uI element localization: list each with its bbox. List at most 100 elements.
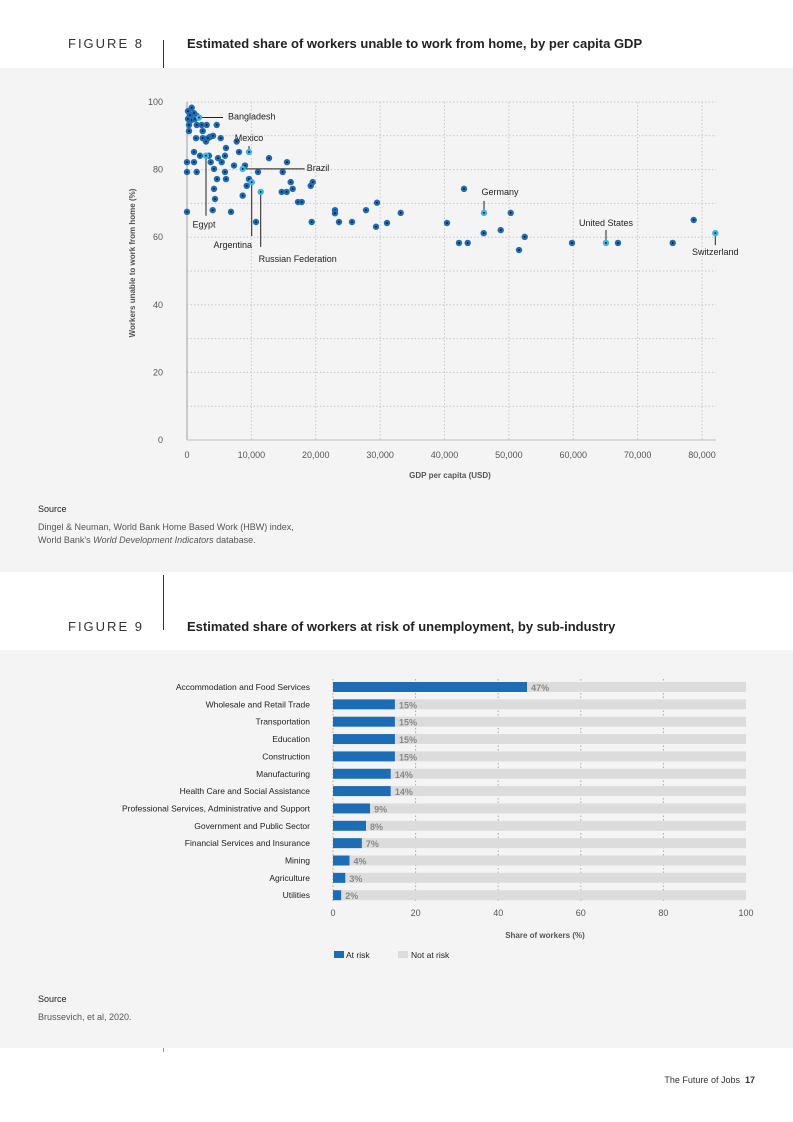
x-tick-label: 20,000 bbox=[302, 450, 330, 460]
data-point-center bbox=[230, 210, 232, 213]
data-point-center bbox=[225, 178, 227, 180]
data-point-center bbox=[309, 184, 312, 187]
figure9-panel bbox=[0, 650, 793, 1048]
data-point-center bbox=[692, 219, 695, 221]
bar-value-label: 2% bbox=[345, 891, 358, 901]
x-tick-label: 50,000 bbox=[495, 450, 523, 460]
category-label: Construction bbox=[262, 751, 310, 761]
category-label: Accommodation and Food Services bbox=[176, 682, 310, 692]
data-point-center bbox=[212, 134, 214, 137]
y-tick-label: 0 bbox=[158, 435, 163, 445]
data-point-center bbox=[248, 151, 250, 153]
data-point-center bbox=[200, 124, 203, 126]
bar-at-risk bbox=[333, 890, 342, 901]
country-label: Brazil bbox=[307, 163, 330, 173]
data-point-center bbox=[241, 194, 244, 197]
country-label: Russian Federation bbox=[259, 254, 337, 264]
bar-value-label: 4% bbox=[354, 857, 367, 867]
data-point-center bbox=[215, 124, 218, 126]
data-point-center bbox=[194, 118, 196, 120]
x-axis-title: GDP per capita (USD) bbox=[409, 471, 491, 480]
y-tick-label: 20 bbox=[153, 367, 163, 377]
data-point-center bbox=[209, 161, 212, 164]
page-footer: The Future of Jobs 17 bbox=[664, 1075, 755, 1085]
data-point-center bbox=[605, 242, 607, 244]
data-point-center bbox=[386, 222, 388, 224]
bar-not-at-risk bbox=[370, 803, 746, 814]
bar-not-at-risk bbox=[366, 820, 746, 831]
data-point-center bbox=[248, 178, 250, 180]
data-point-center bbox=[280, 191, 283, 193]
data-point-center bbox=[211, 209, 214, 212]
data-point-center bbox=[214, 198, 216, 200]
figure8-title: Estimated share of workers unable to wor… bbox=[187, 36, 643, 51]
data-point-center bbox=[351, 221, 353, 223]
source-italic: World Development Indicators bbox=[93, 535, 214, 545]
data-point-center bbox=[311, 181, 314, 184]
data-point-center bbox=[281, 171, 284, 173]
x-tick-label: 80 bbox=[658, 908, 668, 918]
bar-value-label: 15% bbox=[399, 700, 417, 710]
data-point-center bbox=[225, 147, 227, 149]
data-point-center bbox=[259, 191, 262, 193]
legend-swatch-not-at-risk bbox=[398, 951, 408, 958]
data-point-center bbox=[219, 137, 222, 140]
data-point-center bbox=[188, 130, 190, 132]
data-point-center bbox=[195, 124, 198, 126]
bar-not-at-risk bbox=[394, 699, 746, 710]
category-label: Mining bbox=[285, 856, 310, 866]
figure8-panel bbox=[0, 68, 793, 572]
figure8-source-line1: Dingel & Neuman, World Bank Home Based W… bbox=[38, 522, 294, 532]
data-point-center bbox=[338, 221, 340, 223]
data-point-center bbox=[376, 201, 378, 204]
data-point-center bbox=[518, 249, 520, 251]
bar-at-risk bbox=[333, 768, 391, 779]
bar-value-label: 9% bbox=[374, 804, 387, 814]
figure8-source-heading: Source bbox=[38, 504, 67, 514]
data-point-center bbox=[189, 114, 191, 117]
data-point-center bbox=[291, 187, 294, 190]
data-point-center bbox=[244, 164, 246, 167]
category-label: Manufacturing bbox=[256, 769, 310, 779]
data-point-center bbox=[399, 211, 402, 214]
data-point-center bbox=[268, 157, 270, 160]
figure9-source-line1: Brussevich, et al, 2020. bbox=[38, 1012, 132, 1022]
figure9-number: FIGURE 9 bbox=[68, 619, 144, 634]
data-point-center bbox=[334, 212, 336, 215]
data-point-center bbox=[188, 124, 190, 126]
x-tick-label: 40 bbox=[493, 908, 503, 918]
bar-not-at-risk bbox=[341, 890, 746, 901]
data-point-center bbox=[286, 161, 288, 164]
data-point-center bbox=[458, 242, 460, 244]
data-point-center bbox=[193, 151, 195, 153]
x-tick-label: 0 bbox=[330, 908, 335, 918]
x-tick-label: 60,000 bbox=[559, 450, 587, 460]
divider bbox=[163, 575, 164, 630]
country-label: United States bbox=[579, 218, 634, 228]
data-point-center bbox=[205, 124, 208, 126]
x-tick-label: 70,000 bbox=[624, 450, 652, 460]
data-point-center bbox=[186, 161, 188, 164]
data-point-center bbox=[187, 118, 189, 120]
bar-at-risk bbox=[333, 716, 395, 727]
data-point-center bbox=[300, 201, 303, 203]
source-text: database. bbox=[213, 535, 256, 545]
data-point-center bbox=[186, 171, 188, 173]
data-point-center bbox=[241, 168, 244, 170]
bar-at-risk bbox=[333, 820, 367, 831]
data-point-center bbox=[245, 184, 248, 187]
data-point-center bbox=[289, 181, 292, 184]
data-point-center bbox=[257, 171, 259, 173]
data-point-center bbox=[186, 210, 188, 213]
legend-label-not-at-risk: Not at risk bbox=[411, 950, 450, 960]
category-label: Agriculture bbox=[269, 873, 310, 883]
data-point-center bbox=[310, 221, 313, 223]
bar-at-risk bbox=[333, 682, 528, 692]
y-axis-title: Workers unable to work from home (%) bbox=[128, 188, 137, 337]
bar-not-at-risk bbox=[527, 682, 746, 692]
data-point-center bbox=[195, 137, 197, 140]
figure9-title: Estimated share of workers at risk of un… bbox=[187, 619, 616, 634]
